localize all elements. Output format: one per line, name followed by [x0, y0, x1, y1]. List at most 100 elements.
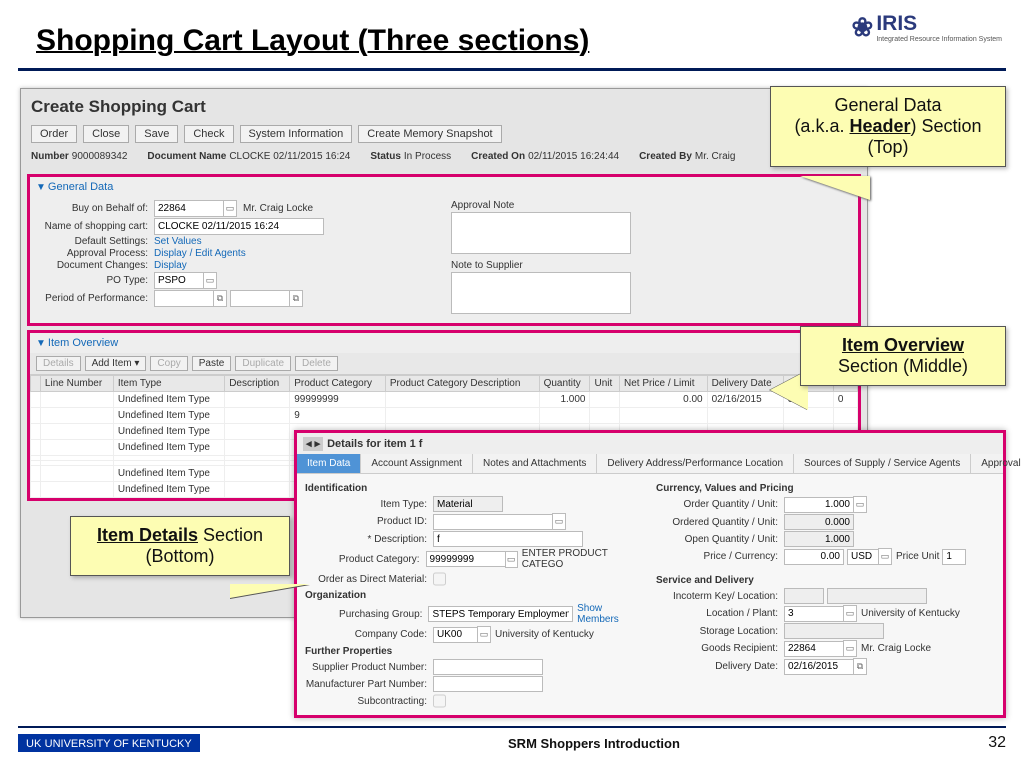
period-to-input[interactable] [230, 290, 290, 307]
callout-tail [230, 584, 310, 598]
app-title: Create Shopping Cart [31, 97, 857, 117]
cart-name-input[interactable] [154, 218, 324, 235]
column-header[interactable] [31, 376, 41, 392]
duplicate-button[interactable]: Duplicate [235, 356, 291, 371]
direct-material-checkbox [433, 571, 446, 587]
value-help-icon[interactable]: ▭ [203, 272, 217, 289]
paste-button[interactable]: Paste [192, 356, 232, 371]
save-button[interactable]: Save [135, 125, 178, 143]
price-unit-input[interactable] [942, 549, 966, 565]
delete-button[interactable]: Delete [295, 356, 338, 371]
item-details-section: ◂ ▸Details for item 1 f Item DataAccount… [294, 430, 1006, 718]
incoterm-loc-input[interactable] [827, 588, 927, 604]
goods-recipient-input[interactable] [784, 641, 844, 657]
open-qty-input [784, 531, 854, 547]
details-tabs: Item DataAccount AssignmentNotes and Att… [297, 454, 1003, 474]
company-code-input[interactable] [433, 627, 478, 643]
calendar-icon[interactable]: ⧉ [289, 290, 303, 307]
table-row[interactable]: Undefined Item Type9 [31, 408, 858, 424]
display-link[interactable]: Display [154, 260, 187, 271]
app-toolbar: Order Close Save Check System Information Cre… [31, 125, 857, 143]
overview-toolbar: Details Add Item ▾Copy PasteDuplicate Delet… [30, 353, 858, 375]
calendar-icon[interactable]: ⧉ [213, 290, 227, 307]
page-number: 32 [988, 734, 1006, 752]
uk-logo: UK UNIVERSITY OF KENTUCKY [18, 734, 200, 752]
collapse-icon: ▼ [36, 338, 46, 349]
callout-item-details: Item Details Section(Bottom) [70, 516, 290, 576]
column-header[interactable]: Net Price / Limit [619, 376, 707, 392]
title-rule [18, 68, 1006, 71]
currency-input[interactable] [847, 549, 879, 565]
item-overview-header[interactable]: ▼Item Overview [30, 333, 858, 353]
purchasing-group-input[interactable] [428, 606, 573, 622]
note-to-supplier-textarea[interactable] [451, 272, 631, 314]
iris-name: IRIS [876, 12, 917, 35]
value-help-icon[interactable]: ▭ [878, 548, 892, 565]
footer-title: SRM Shoppers Introduction [508, 736, 680, 751]
value-help-icon[interactable]: ▭ [853, 496, 867, 513]
ordered-qty-input [784, 514, 854, 530]
tab-notes-and-attachments[interactable]: Notes and Attachments [473, 454, 597, 473]
callout-tail [800, 176, 870, 200]
order-button[interactable]: Order [31, 125, 77, 143]
value-help-icon[interactable]: ▭ [552, 513, 566, 530]
iris-flower-icon: ❀ [852, 12, 874, 43]
order-qty-input[interactable] [784, 497, 854, 513]
manufacturer-part-number-input[interactable] [433, 676, 543, 692]
tab-delivery-address-performance-location[interactable]: Delivery Address/Performance Location [597, 454, 794, 473]
callout-item-overview: Item OverviewSection (Middle) [800, 326, 1006, 386]
add-item--button[interactable]: Add Item ▾ [85, 356, 147, 371]
details-button[interactable]: Details [36, 356, 81, 371]
general-data-header[interactable]: ▼General Data [30, 177, 858, 197]
price-input[interactable] [784, 549, 844, 565]
iris-sub: Integrated Resource Information System [876, 36, 1002, 43]
column-header[interactable]: Item Type [113, 376, 224, 392]
create-memory-snapshot-button[interactable]: Create Memory Snapshot [358, 125, 501, 143]
incoterm-input[interactable] [784, 588, 824, 604]
copy-button[interactable]: Copy [150, 356, 187, 371]
column-header[interactable]: Product Category [290, 376, 386, 392]
tab-item-data[interactable]: Item Data [297, 454, 361, 473]
calendar-icon[interactable]: ⧉ [853, 658, 867, 675]
value-help-icon[interactable]: ▭ [505, 551, 518, 568]
value-help-icon[interactable]: ▭ [843, 605, 857, 622]
subcontracting-checkbox [433, 693, 446, 709]
iris-logo: ❀ IRIS Integrated Resource Information S… [852, 12, 1002, 43]
table-row[interactable]: Undefined Item Type999999991.0000.0002/1… [31, 392, 858, 408]
delivery-date-input[interactable] [784, 659, 854, 675]
buy-on-behalf-input[interactable] [154, 200, 224, 217]
location-input[interactable] [784, 606, 844, 622]
period-from-input[interactable] [154, 290, 214, 307]
display-edit-agents-link[interactable]: Display / Edit Agents [154, 248, 246, 259]
column-header[interactable]: Quantity [539, 376, 590, 392]
general-data-section: ▼General Data Buy on Behalf of:▭Mr. Crai… [27, 174, 861, 326]
storage-location-input[interactable] [784, 623, 884, 639]
approval-note-textarea[interactable] [451, 212, 631, 254]
product-id-input[interactable] [433, 514, 553, 530]
tab-sources-of-supply-service-agents[interactable]: Sources of Supply / Service Agents [794, 454, 971, 473]
value-help-icon[interactable]: ▭ [477, 626, 491, 643]
po-type-input[interactable] [154, 272, 204, 289]
product-category-input[interactable] [426, 551, 506, 567]
collapse-icon: ▼ [36, 182, 46, 193]
check-button[interactable]: Check [184, 125, 233, 143]
app-info-line: Number9000089342 Document NameCLOCKE 02/… [31, 151, 857, 166]
supplier-product-number-input[interactable] [433, 659, 543, 675]
show-members-link[interactable]: Show Members [577, 603, 644, 625]
tab-approval-process-overview[interactable]: Approval Process Overview [971, 454, 1024, 473]
close-button[interactable]: Close [83, 125, 129, 143]
system-information-button[interactable]: System Information [240, 125, 353, 143]
column-header[interactable]: Line Number [40, 376, 113, 392]
item-type-input[interactable] [433, 496, 503, 512]
value-help-icon[interactable]: ▭ [223, 200, 237, 217]
value-help-icon[interactable]: ▭ [843, 640, 857, 657]
tab-account-assignment[interactable]: Account Assignment [361, 454, 473, 473]
column-header[interactable]: Description [225, 376, 290, 392]
column-header[interactable]: Product Category Description [385, 376, 539, 392]
set-values-link[interactable]: Set Values [154, 236, 202, 247]
column-header[interactable]: Unit [590, 376, 620, 392]
details-title: ◂ ▸Details for item 1 f [297, 433, 1003, 454]
description-input[interactable] [433, 531, 583, 547]
slide-footer: UK UNIVERSITY OF KENTUCKY SRM Shoppers I… [18, 726, 1006, 752]
callout-general-data: General Data (a.k.a. Header) Section (To… [770, 86, 1006, 167]
